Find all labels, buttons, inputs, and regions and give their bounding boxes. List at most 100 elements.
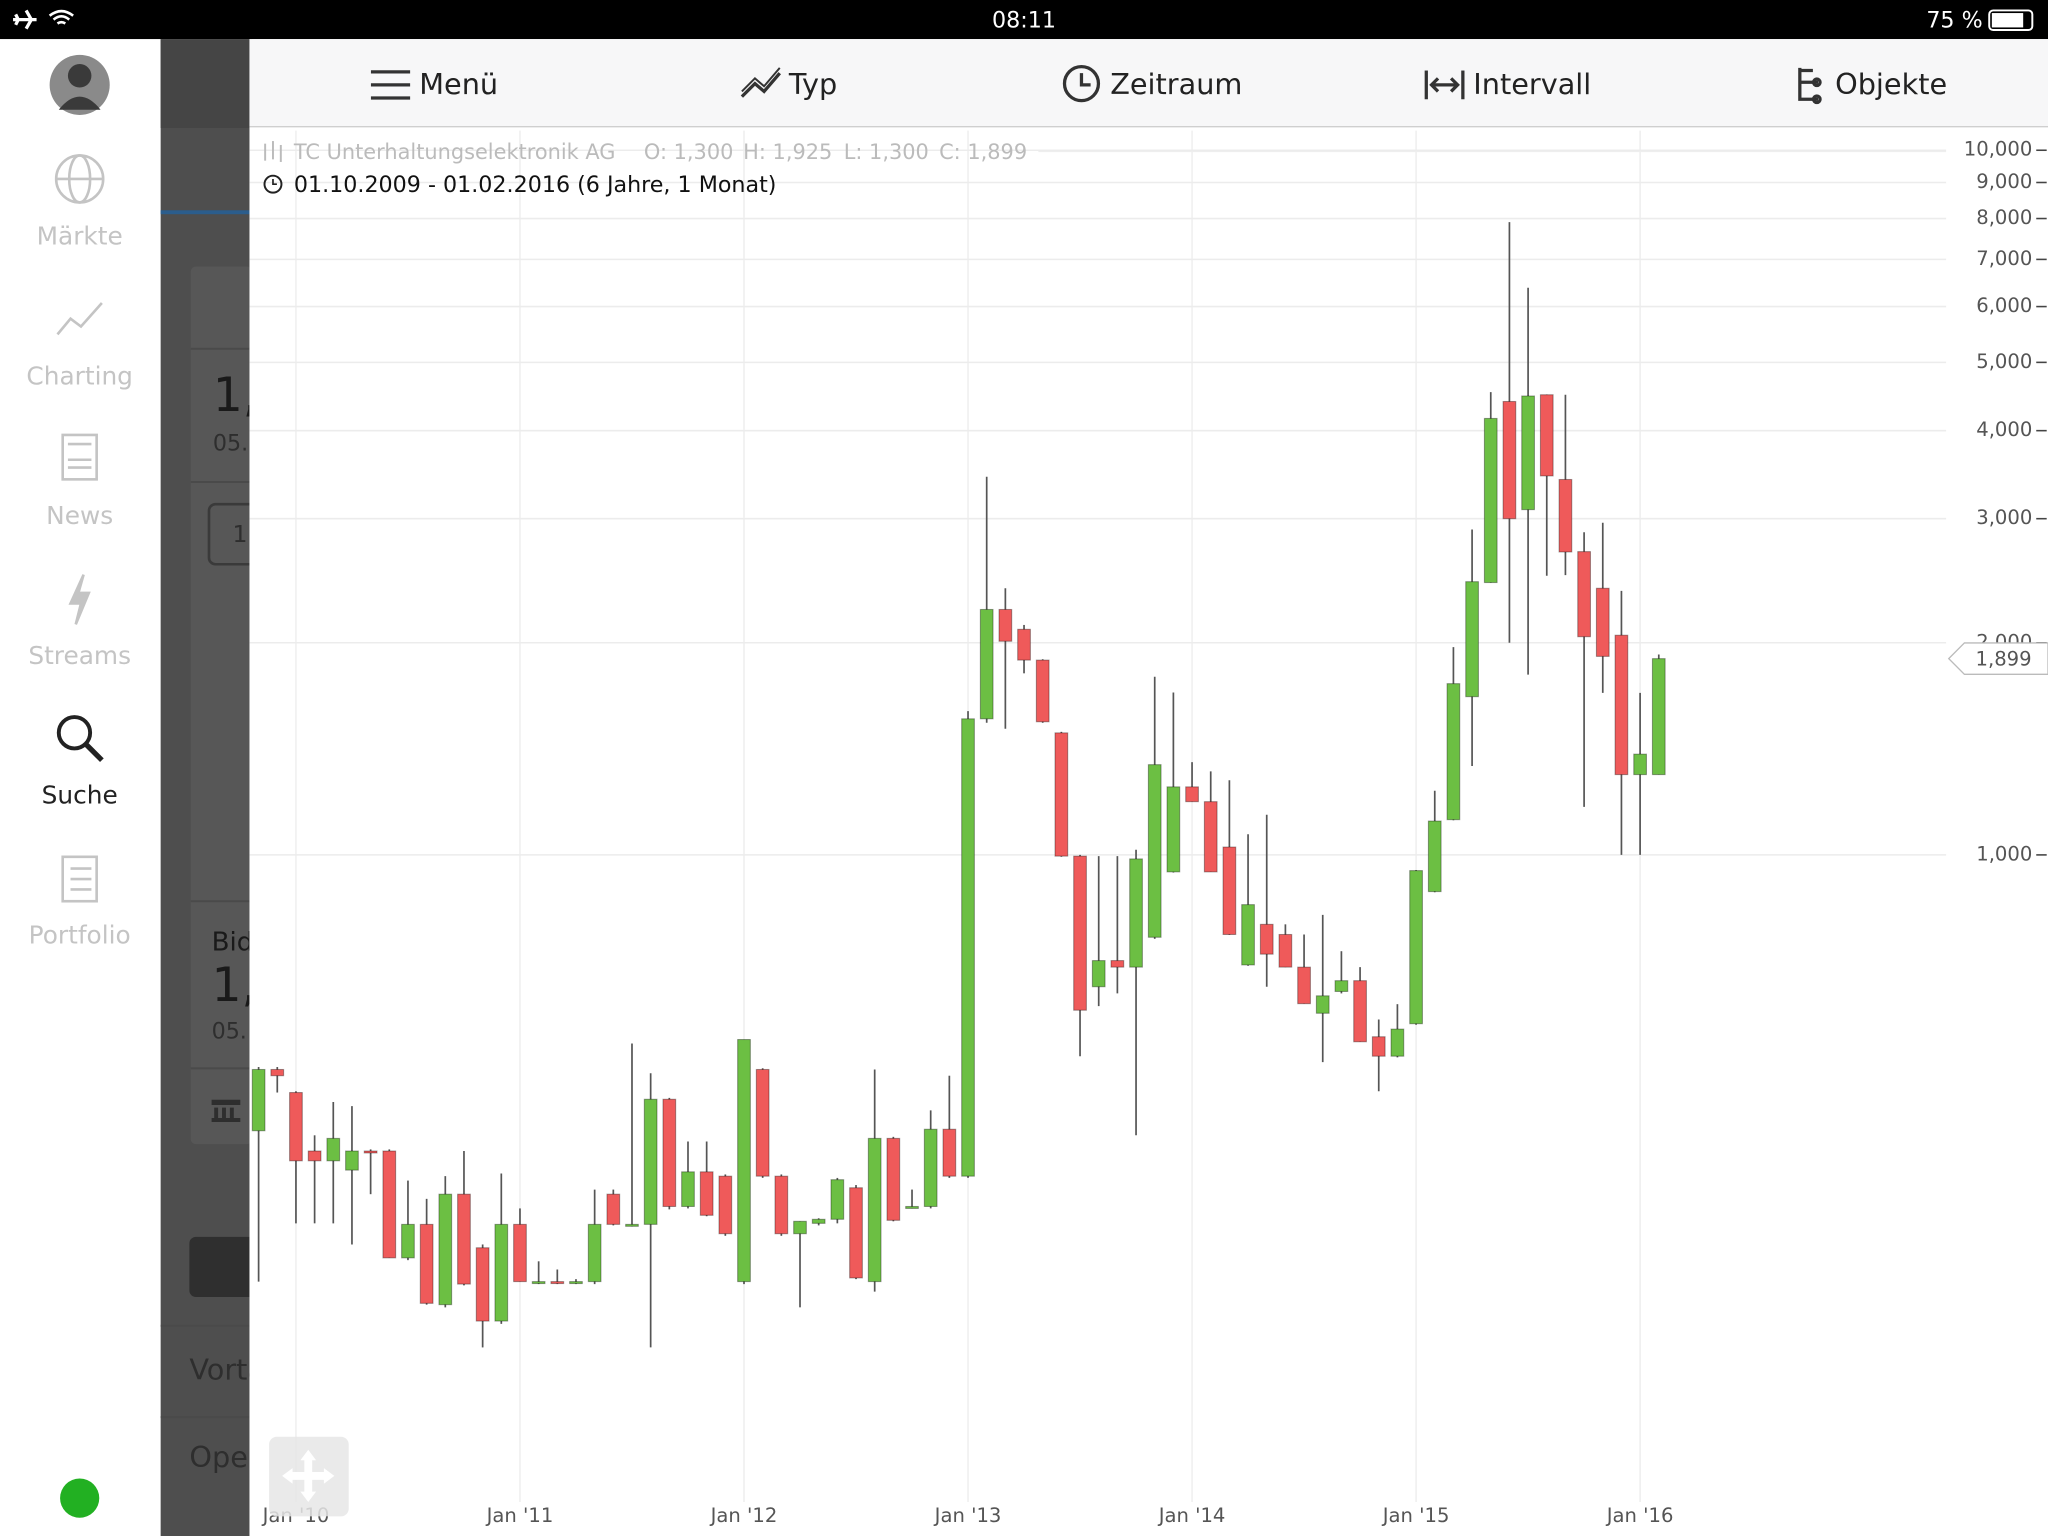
y-tick-label: 7,000 — [1976, 247, 2032, 270]
candle-body — [1595, 587, 1610, 657]
candle-body — [531, 1281, 546, 1285]
series-icon — [264, 141, 282, 162]
ohlc-label: H: 1,925 — [743, 140, 832, 164]
candle-body — [345, 1150, 359, 1171]
background-button — [189, 1236, 268, 1297]
ohlc-label: O: 1,300 — [644, 140, 734, 164]
candle-body — [289, 1092, 303, 1162]
status-bar — [0, 0, 2048, 40]
candle-body — [849, 1187, 863, 1279]
background-tab-line — [160, 210, 253, 215]
last-price-label: 1,899 — [1976, 647, 2032, 670]
candle-body — [1633, 753, 1647, 776]
candle-body — [1577, 551, 1591, 638]
toolbar-button[interactable]: Intervall — [1473, 67, 1591, 101]
drag-icon — [282, 1449, 335, 1503]
candle-body — [1353, 980, 1367, 1043]
sidebar-icons — [54, 154, 105, 903]
candle-body — [1334, 980, 1349, 992]
candle-body — [307, 1150, 322, 1162]
nav-item[interactable]: News — [46, 501, 113, 530]
candle-body — [774, 1175, 789, 1235]
avatar-body — [58, 96, 101, 110]
background-text: 05. — [213, 431, 248, 457]
battery-icon — [1988, 9, 2034, 32]
candle-body — [1614, 634, 1629, 776]
background-card — [190, 266, 253, 1145]
candle-body — [550, 1281, 565, 1285]
airplane-icon — [13, 9, 37, 30]
candle-body — [1035, 659, 1050, 723]
candle-body — [1185, 786, 1199, 803]
candle-body — [1241, 904, 1255, 966]
candle-body — [457, 1193, 471, 1285]
toolbar-button[interactable]: Zeitraum — [1110, 67, 1242, 101]
background-text: Oper — [189, 1440, 260, 1474]
candle-body — [419, 1223, 434, 1304]
candle-body — [1073, 855, 1087, 1011]
y-tick-label: 6,000 — [1976, 294, 2032, 317]
clock-icon — [263, 174, 283, 194]
toolbar-button[interactable]: Menü — [419, 67, 498, 101]
candle-body — [867, 1137, 882, 1283]
toolbar-button[interactable]: Objekte — [1835, 67, 1947, 101]
candle-body — [737, 1039, 751, 1283]
nav-item[interactable]: Streams — [28, 641, 131, 670]
candle-body — [643, 1098, 658, 1225]
nav-item-active[interactable]: Suche — [42, 781, 118, 810]
candle-body — [1558, 478, 1573, 553]
battery-percent: 75 % — [1926, 7, 1982, 33]
background-text: 1, — [212, 958, 257, 1013]
candle-body — [1091, 960, 1106, 988]
nav-item[interactable]: Portfolio — [29, 920, 131, 949]
x-tick-label: Jan '16 — [1605, 1504, 1674, 1527]
candle-body — [625, 1223, 639, 1227]
y-tick-label: 8,000 — [1976, 206, 2032, 229]
nav-item[interactable]: Charting — [26, 361, 133, 390]
candle-body — [1278, 933, 1293, 968]
candle-body — [905, 1205, 919, 1209]
candle-body — [1147, 764, 1162, 938]
candle-body — [1110, 960, 1125, 968]
nav-item[interactable]: Märkte — [37, 222, 123, 251]
candle-body — [1129, 858, 1143, 968]
background-text: Bid — [212, 928, 254, 958]
candle-body — [886, 1137, 901, 1221]
candle-body — [1409, 870, 1423, 1025]
candle-body — [681, 1171, 695, 1208]
candle-body — [569, 1281, 583, 1285]
candle-body — [363, 1150, 378, 1154]
candle-body — [1017, 628, 1031, 661]
toolbar-button[interactable]: Typ — [788, 67, 837, 101]
candle-body — [1539, 394, 1554, 477]
background-text: 05. — [212, 1018, 247, 1044]
background-dividers — [160, 347, 253, 1419]
candle-body — [513, 1223, 527, 1283]
toolbar-icons — [370, 64, 1822, 105]
candle-body — [1651, 658, 1666, 776]
candle-body — [326, 1137, 341, 1162]
background-text: 1 — [232, 520, 247, 548]
candle-body — [1054, 732, 1069, 857]
candle-body — [755, 1068, 770, 1177]
candle-body — [1222, 846, 1237, 936]
candle-body — [270, 1068, 285, 1077]
x-tick-label: Jan '11 — [485, 1504, 554, 1527]
candle-body — [1446, 683, 1461, 821]
candle-body — [1465, 581, 1479, 698]
candle-body — [1483, 417, 1498, 584]
candle-body — [830, 1179, 845, 1220]
candle-body — [1502, 400, 1517, 520]
candle-body — [251, 1068, 266, 1132]
candle-body — [811, 1218, 826, 1224]
ohlc-label: L: 1,300 — [844, 140, 929, 164]
candle-body — [699, 1171, 714, 1216]
candle-body — [942, 1128, 957, 1177]
candle-body — [438, 1193, 453, 1306]
sidebar — [0, 39, 161, 1536]
candle-body — [1315, 995, 1330, 1014]
candle-body — [494, 1223, 509, 1322]
candle-body — [1166, 786, 1181, 873]
y-tick-label: 4,000 — [1976, 418, 2032, 441]
